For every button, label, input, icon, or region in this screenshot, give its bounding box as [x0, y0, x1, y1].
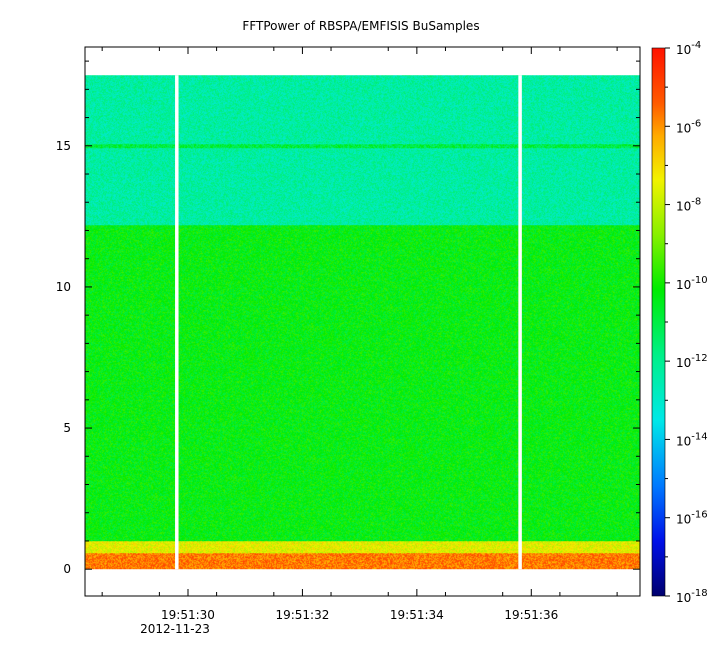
- x-axis: 19:51:30 19:51:32 19:51:34 19:51:36: [101, 47, 618, 622]
- y-tick-label-0: 0: [63, 562, 71, 576]
- x-tick-label-2: 19:51:34: [390, 608, 444, 622]
- y-axis: 0 5 10 15: [56, 60, 640, 576]
- colorbar-tick-label-5: 10-14: [676, 431, 708, 448]
- x-tick-label-1: 19:51:32: [275, 608, 329, 622]
- chart-title: FFTPower of RBSPA/EMFISIS BuSamples: [242, 19, 479, 33]
- colorbar-tick-label-3: 10-10: [676, 275, 708, 292]
- plot-frame: [84, 46, 641, 597]
- colorbar-tick-label-1: 10-6: [676, 118, 701, 135]
- colorbar-tick-label-2: 10-8: [676, 197, 701, 214]
- x-date-label: 2012-11-23: [140, 622, 210, 636]
- data-gap-1: [518, 75, 522, 570]
- y-tick-label-1: 5: [63, 421, 71, 435]
- spectrogram-heatmap: [85, 75, 640, 570]
- data-gap-0: [175, 75, 179, 570]
- colorbar-tick-label-4: 10-12: [676, 353, 708, 370]
- y-tick-label-2: 10: [56, 280, 71, 294]
- x-tick-label-3: 19:51:36: [504, 608, 558, 622]
- colorbar-tick-label-0: 10-4: [676, 40, 701, 57]
- data-gaps: [175, 75, 522, 570]
- colorbar-tick-label-7: 10-18: [676, 588, 708, 605]
- colorbar-tick-label-6: 10-16: [676, 510, 708, 527]
- x-tick-label-0: 19:51:30: [161, 608, 215, 622]
- colorbar-axis: 10-4 10-6 10-8 10-10 10-12 10-14 10-16 10-18: [665, 40, 708, 605]
- y-tick-label-3: 15: [56, 139, 71, 153]
- colorbar: [651, 47, 666, 597]
